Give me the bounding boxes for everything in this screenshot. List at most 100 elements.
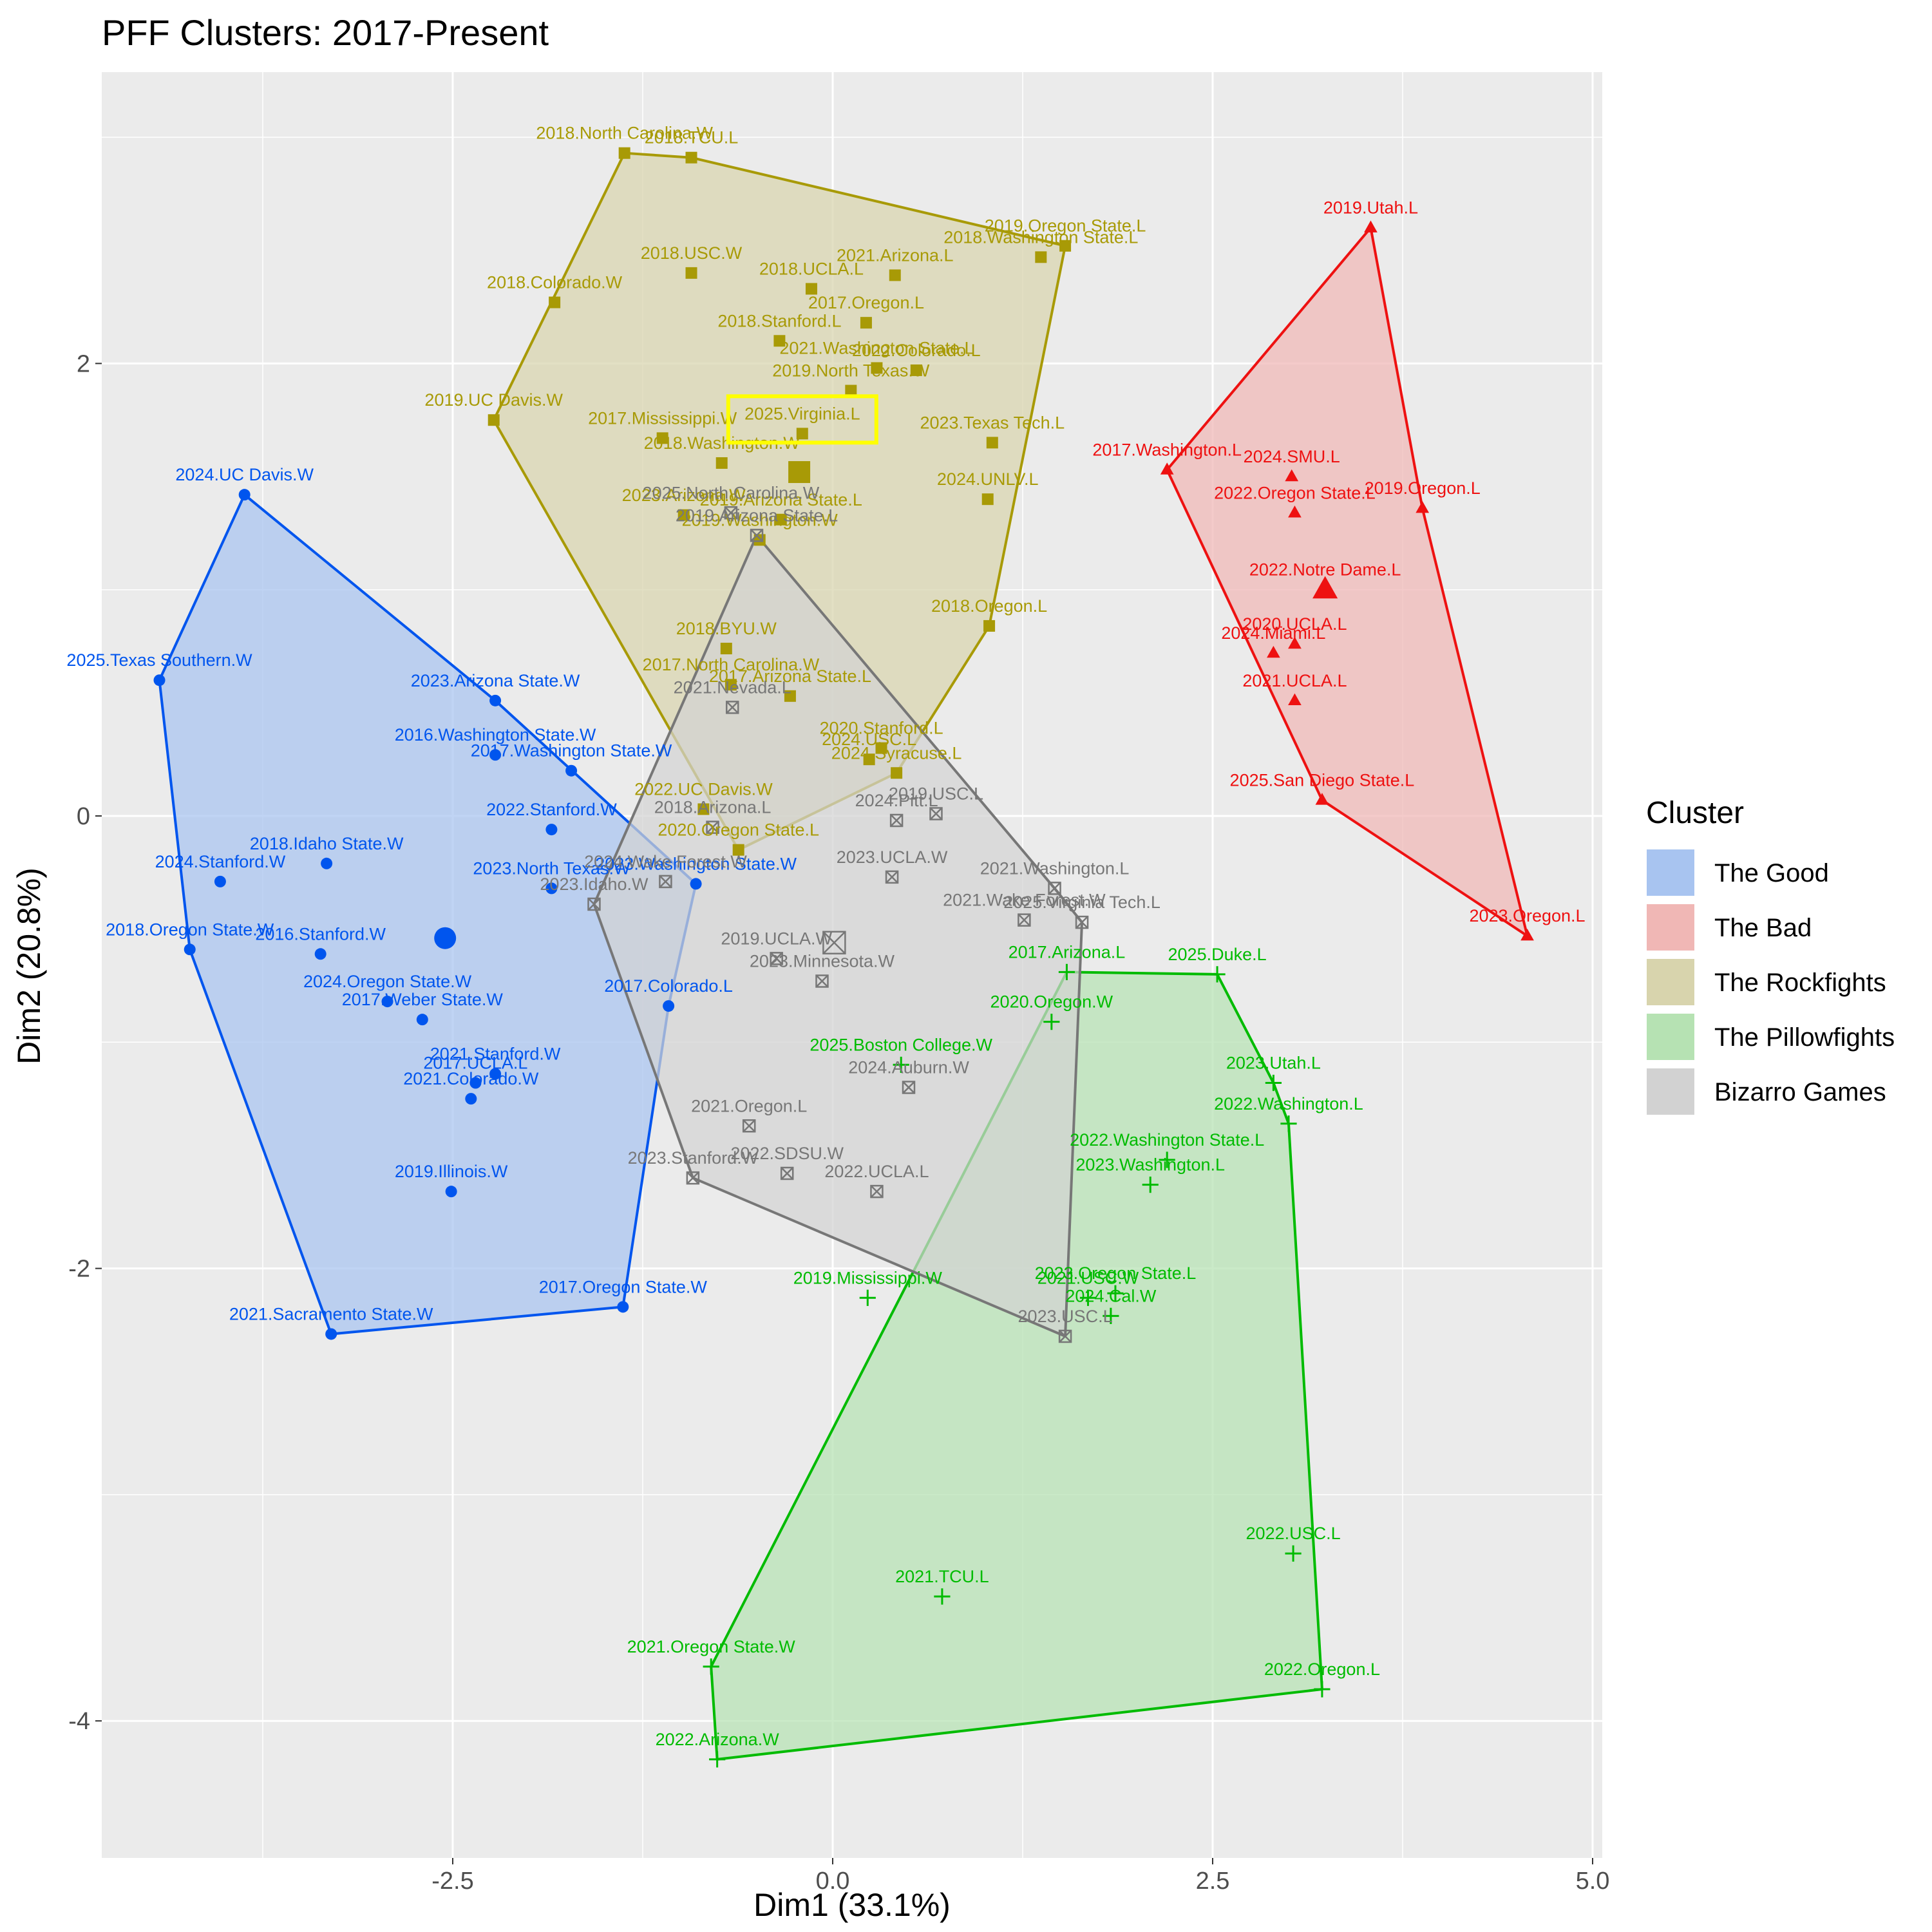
chart-title: PFF Clusters: 2017-Present bbox=[102, 12, 549, 53]
x-tick-label: 5.0 bbox=[1576, 1868, 1610, 1895]
point-label: 2019.Arizona State.L bbox=[676, 506, 838, 525]
data-point bbox=[565, 764, 578, 777]
data-point bbox=[469, 1077, 482, 1089]
point-label: 2019.Arizona State.L bbox=[700, 490, 862, 509]
centroid-the-rockfights bbox=[788, 461, 811, 484]
point-label: 2024.Oregon State.W bbox=[303, 972, 472, 991]
point-label: 2023.Utah.L bbox=[1226, 1054, 1321, 1073]
point-label: 2017.Oregon State.W bbox=[539, 1277, 708, 1296]
data-point bbox=[1267, 645, 1280, 658]
hull-the-rockfights bbox=[492, 151, 1067, 851]
highlight-box bbox=[726, 394, 878, 445]
point-label: 2021.TCU.L bbox=[895, 1567, 989, 1586]
point-label: 2023.Arizona.W bbox=[622, 486, 746, 505]
y-tick-label: -2 bbox=[68, 1256, 90, 1283]
data-point bbox=[549, 296, 561, 308]
point-label: 2017.Weber State.W bbox=[342, 990, 504, 1009]
point-label: 2021.Wake Forest.W bbox=[943, 891, 1106, 910]
point-label: 2018.USC.W bbox=[641, 243, 743, 263]
point-label: 2022.Stanford.W bbox=[486, 800, 617, 819]
x-tick-label: 0.0 bbox=[816, 1868, 850, 1895]
data-point bbox=[910, 364, 922, 376]
point-label: 2019.Oregon State.L bbox=[985, 216, 1146, 236]
point-label: 2020.Oregon.W bbox=[990, 992, 1113, 1012]
point-label: 2019.Mississippi.W bbox=[793, 1268, 943, 1287]
data-point bbox=[871, 362, 883, 374]
data-point bbox=[863, 753, 875, 766]
data-point bbox=[214, 875, 226, 887]
data-point bbox=[1103, 1307, 1119, 1324]
x-axis-title: Dim1 (33.1%) bbox=[753, 1887, 951, 1923]
data-point bbox=[891, 767, 903, 779]
point-label: 2018.Idaho State.W bbox=[250, 834, 404, 853]
point-label: 2017.Arizona.L bbox=[1009, 942, 1126, 961]
point-label: 2023.Minnesota.W bbox=[750, 951, 895, 971]
data-point bbox=[703, 1658, 719, 1675]
legend-key-the-rockfights bbox=[1645, 958, 1696, 1007]
data-point bbox=[1288, 636, 1302, 649]
data-point bbox=[656, 432, 668, 444]
data-point bbox=[690, 878, 702, 890]
data-point bbox=[1288, 506, 1302, 518]
data-point bbox=[659, 875, 672, 889]
point-label: 2021.Stanford.W bbox=[430, 1044, 561, 1063]
data-point bbox=[859, 1289, 876, 1306]
point-label: 2021.Sacramento State.W bbox=[229, 1304, 433, 1323]
data-point bbox=[545, 882, 558, 895]
point-label: 2023.UCLA.W bbox=[837, 848, 948, 867]
point-label: 2019.North Texas.W bbox=[772, 361, 930, 381]
point-label: 2018.TCU.L bbox=[645, 128, 739, 147]
data-point bbox=[685, 267, 697, 279]
data-point bbox=[1364, 220, 1378, 232]
point-label: 2024.Auburn.W bbox=[848, 1058, 969, 1077]
y-tick-label: 2 bbox=[77, 350, 90, 377]
data-point bbox=[870, 1184, 884, 1198]
data-point bbox=[184, 943, 196, 956]
point-label: 2020.UCLA.L bbox=[1242, 614, 1347, 634]
point-label: 2025.Texas Southern.W bbox=[66, 650, 252, 670]
data-point bbox=[1209, 966, 1226, 983]
data-point bbox=[1520, 928, 1534, 941]
data-point bbox=[1280, 1115, 1297, 1132]
point-label: 2023.Arizona State.W bbox=[411, 671, 580, 690]
legend-title: Cluster bbox=[1646, 796, 1744, 830]
legend-label-the-good: The Good bbox=[1714, 859, 1829, 887]
point-label: 2024.UC Davis.W bbox=[175, 465, 314, 484]
data-point bbox=[750, 529, 764, 542]
data-point bbox=[488, 414, 500, 426]
point-label: 2018.Stanford.L bbox=[717, 311, 841, 330]
data-point bbox=[617, 1301, 629, 1313]
y-tick-label: 0 bbox=[77, 803, 90, 830]
data-point bbox=[465, 1093, 477, 1105]
data-point bbox=[885, 870, 899, 884]
data-point bbox=[545, 824, 558, 836]
data-point bbox=[706, 820, 719, 834]
data-point bbox=[1035, 251, 1047, 263]
y-axis-title: Dim2 (20.8%) bbox=[11, 867, 47, 1065]
data-point bbox=[929, 807, 943, 820]
point-label: 2021.Colorado.W bbox=[403, 1069, 539, 1088]
point-label: 2017.Arizona State.L bbox=[709, 667, 871, 686]
point-label: 2018.Arizona.L bbox=[654, 798, 772, 817]
point-label: 2023.Washington State.W bbox=[595, 854, 797, 873]
data-point bbox=[238, 489, 251, 501]
point-label: 2023.Texas Tech.L bbox=[920, 413, 1065, 432]
point-label: 2025.Duke.L bbox=[1168, 945, 1267, 964]
data-point bbox=[489, 694, 502, 706]
data-point bbox=[1285, 1545, 1302, 1562]
data-point bbox=[724, 506, 738, 520]
point-label: 2025.Virginia Tech.L bbox=[1003, 893, 1160, 912]
legend-key-the-good bbox=[1645, 848, 1696, 897]
data-point bbox=[796, 428, 808, 440]
data-point bbox=[321, 857, 333, 869]
point-label: 2022.Oregon.L bbox=[1264, 1660, 1380, 1679]
point-label: 2023.Oregon.L bbox=[1469, 906, 1585, 925]
point-label: 2018.Washington State.L bbox=[943, 227, 1138, 247]
data-point bbox=[724, 679, 737, 691]
point-label: 2023.Washington.L bbox=[1075, 1155, 1225, 1175]
centroid-the-bad bbox=[1312, 576, 1338, 599]
data-point bbox=[489, 749, 502, 761]
data-point bbox=[709, 1751, 726, 1768]
data-point bbox=[587, 897, 601, 911]
